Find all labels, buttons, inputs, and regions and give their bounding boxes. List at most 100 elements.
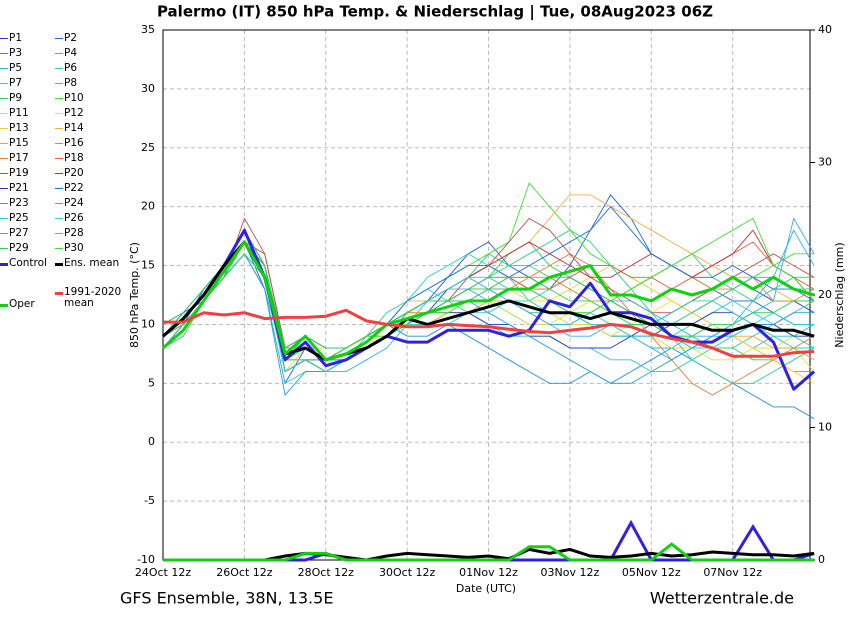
- legend-label: P1: [9, 32, 23, 44]
- legend-label: P27: [9, 227, 29, 239]
- legend-label: P30: [64, 242, 84, 254]
- x-tick-label: 07Nov 12z: [703, 566, 762, 579]
- x-tick-label: 30Oct 12z: [379, 566, 436, 579]
- legend-swatch: [55, 98, 63, 99]
- legend-swatch: [0, 143, 8, 144]
- legend-label: P3: [9, 47, 23, 59]
- legend-label: P10: [64, 92, 84, 104]
- legend-item: Oper: [0, 299, 35, 310]
- legend-item: P9: [0, 93, 22, 104]
- legend-item: P5: [0, 63, 22, 74]
- chart-title: Palermo (IT) 850 hPa Temp. & Niederschla…: [157, 3, 713, 22]
- legend-label: P11: [9, 107, 29, 119]
- y-tick-label: -5: [144, 494, 155, 507]
- legend-item: P26: [55, 213, 84, 224]
- legend-swatch: [55, 68, 63, 69]
- y-tick-label: -10: [137, 553, 155, 566]
- legend-swatch: [55, 248, 63, 249]
- legend-label: P24: [64, 197, 84, 209]
- legend-swatch: [0, 128, 8, 129]
- legend-item: P24: [55, 198, 84, 209]
- legend-item: P15: [0, 138, 29, 149]
- legend-swatch: [0, 38, 8, 39]
- series-line: [162, 241, 815, 361]
- legend-swatch: [0, 53, 8, 54]
- legend-label: P4: [64, 47, 78, 59]
- legend-label: P16: [64, 137, 84, 149]
- legend-label: P17: [9, 152, 29, 164]
- legend-item: 1991-2020 mean: [55, 287, 126, 309]
- legend-swatch: [55, 292, 63, 295]
- legend-label: P28: [64, 227, 84, 239]
- legend-swatch: [0, 173, 8, 174]
- y-tick-label: 0: [148, 435, 155, 448]
- x-tick-label: 28Oct 12z: [298, 566, 355, 579]
- legend-item: P12: [55, 108, 84, 119]
- x-tick-label: 26Oct 12z: [216, 566, 273, 579]
- legend-label: P18: [64, 152, 84, 164]
- legend-label: P25: [9, 212, 29, 224]
- legend-item: P22: [55, 183, 84, 194]
- legend-item: P25: [0, 213, 29, 224]
- legend-item: P30: [55, 243, 84, 254]
- legend-label: 1991-2020 mean: [64, 286, 122, 309]
- legend-label: P23: [9, 197, 29, 209]
- legend-swatch: [0, 68, 8, 69]
- series-line: [163, 308, 815, 358]
- legend-item: P4: [55, 48, 77, 59]
- legend-item: P19: [0, 168, 29, 179]
- legend-swatch: [0, 233, 8, 234]
- legend-label: P19: [9, 167, 29, 179]
- plot-frame: [162, 29, 811, 561]
- legend-item: P1: [0, 33, 22, 44]
- legend-item: Control: [0, 258, 47, 269]
- legend-swatch: [55, 218, 63, 219]
- legend-item: P3: [0, 48, 22, 59]
- x-tick-label: 01Nov 12z: [459, 566, 518, 579]
- legend-swatch: [55, 38, 63, 39]
- legend-label: P21: [9, 182, 29, 194]
- legend-label: Ens. mean: [64, 257, 120, 269]
- legend-item: P23: [0, 198, 29, 209]
- legend-item: P29: [0, 243, 29, 254]
- legend-swatch: [55, 83, 63, 84]
- legend-label: P20: [64, 167, 84, 179]
- legend-swatch: [55, 53, 63, 54]
- legend-swatch: [55, 203, 63, 204]
- legend-swatch: [55, 173, 63, 174]
- legend-item: P10: [55, 93, 84, 104]
- legend-swatch: [0, 248, 8, 249]
- legend-swatch: [0, 203, 8, 204]
- legend-label: P26: [64, 212, 84, 224]
- footer-left: GFS Ensemble, 38N, 13.5E: [120, 589, 333, 608]
- precip-line: [163, 542, 815, 562]
- legend-label: P9: [9, 92, 23, 104]
- legend-swatch: [55, 158, 63, 159]
- y-tick-label: 5: [148, 376, 155, 389]
- legend-item: P2: [55, 33, 77, 44]
- x-tick-label: 03Nov 12z: [541, 566, 600, 579]
- legend-label: P7: [9, 77, 23, 89]
- y2-tick-label: 30: [818, 156, 832, 169]
- legend-swatch: [55, 128, 63, 129]
- legend-label: P5: [9, 62, 23, 74]
- legend-item: P14: [55, 123, 84, 134]
- legend-item: P6: [55, 63, 77, 74]
- legend-item: P11: [0, 108, 29, 119]
- legend-swatch: [55, 233, 63, 234]
- legend-label: Oper: [9, 298, 35, 310]
- legend-swatch: [0, 113, 8, 114]
- footer-right: Wetterzentrale.de: [650, 589, 794, 608]
- legend-swatch: [0, 188, 8, 189]
- legend-item: P21: [0, 183, 29, 194]
- legend-item: P17: [0, 153, 29, 164]
- legend-label: P29: [9, 242, 29, 254]
- y2-tick-label: 20: [818, 288, 832, 301]
- y2-tick-label: 10: [818, 421, 832, 434]
- legend: P1 P2 P3 P4 P5 P6 P7 P8 P9 P10 P11 P12 P13 P14 P15 P16 P…: [0, 0, 130, 320]
- y-axis-label: 850 hPa Temp. (°C): [128, 242, 141, 348]
- legend-label: P14: [64, 122, 84, 134]
- x-axis-label: Date (UTC): [456, 582, 516, 595]
- y-tick-label: 30: [141, 82, 155, 95]
